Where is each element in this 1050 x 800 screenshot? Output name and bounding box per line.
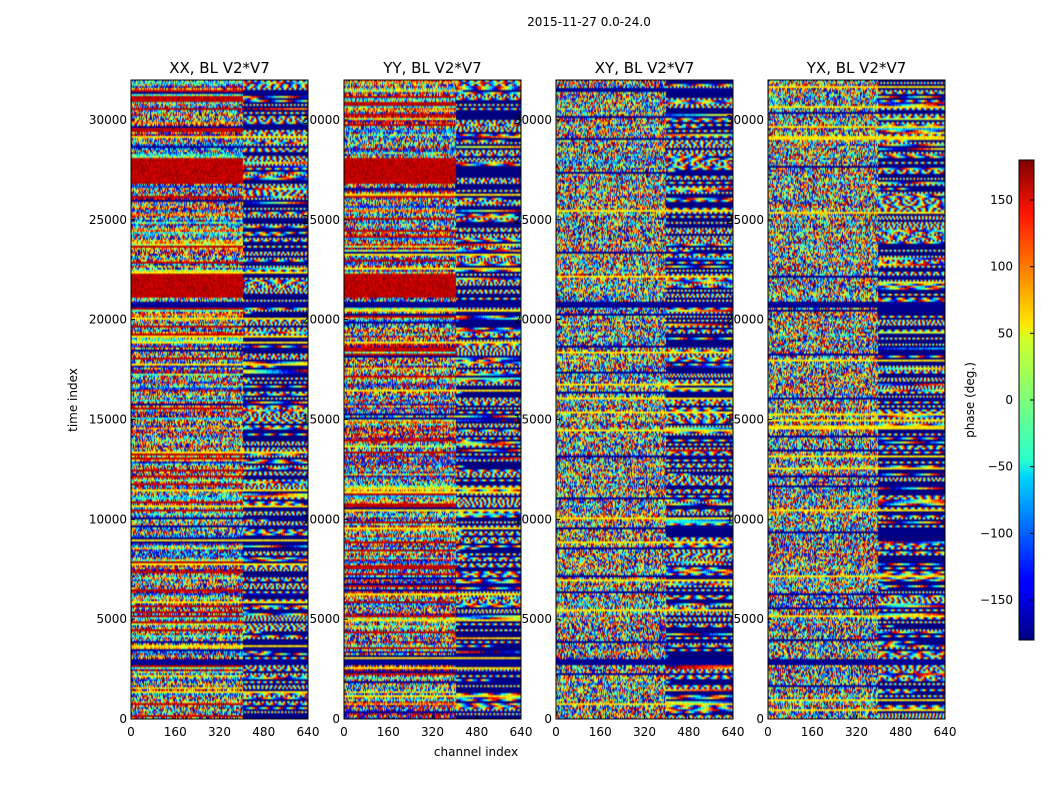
colorbar-tick-label: −100 [980,526,1013,540]
x-tick-label: 0 [552,725,560,739]
y-tick-label: 30000 [514,113,552,127]
x-tick-label: 320 [633,725,656,739]
x-tick-label: 320 [421,725,444,739]
x-tick-label: 480 [465,725,488,739]
y-tick-label: 20000 [726,313,764,327]
heatmap-image [344,80,521,719]
x-tick-label: 480 [252,725,275,739]
colorbar-tick-label: −50 [988,460,1013,474]
colorbar-tick-label: −150 [980,593,1013,607]
x-tick-label: 320 [208,725,231,739]
colorbar-tick-label: 0 [1005,393,1013,407]
panel-title-yy: YY, BL V2*V7 [382,59,481,77]
y-axis-label: time index [66,368,80,432]
x-tick-label: 480 [889,725,912,739]
x-tick-label: 160 [377,725,400,739]
y-tick-label: 10000 [302,512,340,526]
panel-yy: YY, BL V2*V7 0 160 320 480 640 0 5000 10000 1500… [302,59,533,739]
y-tick-label: 15000 [514,412,552,426]
y-tick-label: 0 [756,712,764,726]
x-tick-label: 320 [845,725,868,739]
x-tick-label: 160 [801,725,824,739]
panel-xx: XX, BL V2*V7 0 160 320 480 640 0 5000 10000 1500… [89,59,320,739]
y-tick-label: 20000 [514,313,552,327]
y-tick-label: 25000 [514,213,552,227]
colorbar-tick-label: 150 [990,193,1013,207]
y-tick-label: 5000 [521,612,552,626]
x-tick-label: 0 [127,725,135,739]
panel-title-xx: XX, BL V2*V7 [169,59,270,77]
y-tick-label: 5000 [309,612,340,626]
y-tick-label: 25000 [89,213,127,227]
y-tick-label: 0 [544,712,552,726]
y-tick-label: 0 [119,712,127,726]
y-tick-label: 30000 [89,113,127,127]
colorbar: phase (deg.) 150 100 50 0 −50 −100 −150 [963,159,1035,641]
x-tick-label: 640 [722,725,745,739]
x-tick-label: 640 [510,725,533,739]
x-tick-label: 160 [164,725,187,739]
y-tick-label: 10000 [514,512,552,526]
y-tick-label: 0 [332,712,340,726]
y-tick-label: 15000 [726,412,764,426]
y-tick-label: 15000 [302,412,340,426]
y-tick-label: 30000 [726,113,764,127]
x-tick-label: 640 [934,725,957,739]
y-tick-label: 25000 [302,213,340,227]
panel-xy: XY, BL V2*V7 0 160 320 480 640 0 5000 10000 1500… [514,59,745,739]
x-tick-label: 0 [340,725,348,739]
panel-title-xy: XY, BL V2*V7 [595,59,695,77]
heatmap-image [556,80,733,719]
figure-title: 2015-11-27 0.0-24.0 [527,15,651,29]
y-tick-label: 5000 [733,612,764,626]
x-axis-label: channel index [434,745,518,759]
y-tick-label: 20000 [89,313,127,327]
heatmap-image [131,80,308,719]
x-tick-label: 0 [764,725,772,739]
y-tick-label: 5000 [96,612,127,626]
panel-yx: YX, BL V2*V7 0 160 320 480 640 0 5000 10000 1500… [726,59,957,739]
colorbar-label: phase (deg.) [963,362,977,438]
y-tick-label: 30000 [302,113,340,127]
y-tick-label: 25000 [726,213,764,227]
panel-title-yx: YX, BL V2*V7 [806,59,907,77]
colorbar-tick-label: 50 [998,326,1013,340]
x-tick-label: 160 [589,725,612,739]
x-tick-label: 640 [297,725,320,739]
y-tick-label: 10000 [726,512,764,526]
y-tick-label: 20000 [302,313,340,327]
x-tick-label: 480 [677,725,700,739]
colorbar-tick-label: 100 [990,260,1013,274]
y-tick-label: 15000 [89,412,127,426]
y-tick-label: 10000 [89,512,127,526]
heatmap-image [768,80,945,719]
